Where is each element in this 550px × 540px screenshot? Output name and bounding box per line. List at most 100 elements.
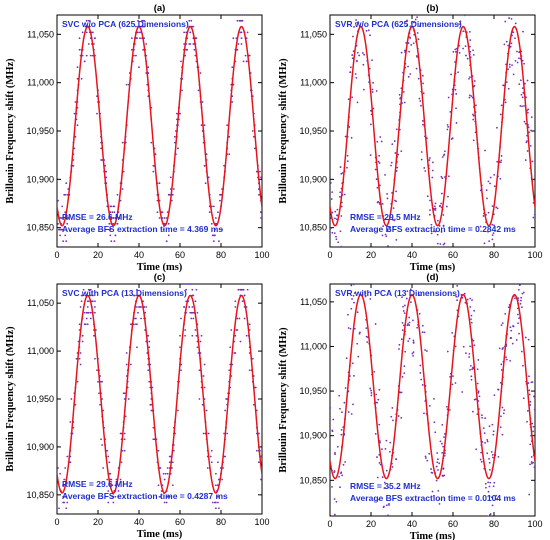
scatter-point — [492, 433, 495, 436]
scatter-point — [241, 300, 244, 303]
scatter-point — [437, 458, 439, 461]
scatter-point — [531, 160, 534, 163]
scatter-point — [212, 234, 215, 237]
scatter-point — [349, 327, 352, 330]
scatter-point — [428, 159, 431, 161]
scatter-point — [410, 44, 413, 46]
scatter-point — [505, 81, 508, 84]
scatter-point — [530, 116, 533, 119]
scatter-point — [74, 403, 77, 406]
scatter-point — [355, 19, 357, 21]
panel-title: SVC w/o PCA (625 Dimensions) — [62, 19, 189, 29]
scatter-point — [504, 312, 507, 315]
scatter-point — [381, 448, 383, 450]
scatter-point — [134, 317, 136, 320]
scatter-point — [201, 101, 204, 103]
scatter-point — [458, 51, 461, 54]
scatter-point — [428, 405, 431, 407]
scatter-point — [416, 278, 418, 280]
scatter-point — [403, 372, 406, 375]
scatter-point — [240, 37, 243, 40]
scatter-point — [346, 154, 349, 157]
scatter-point — [524, 336, 527, 339]
scatter-point — [438, 462, 441, 465]
scatter-point — [180, 317, 182, 320]
scatter-point — [426, 195, 429, 198]
scatter-point — [195, 288, 198, 291]
scatter-point — [504, 20, 507, 23]
scatter-point — [433, 421, 436, 424]
scatter-point — [347, 411, 350, 413]
scatter-point — [190, 19, 193, 22]
scatter-point — [372, 81, 374, 84]
scatter-point — [91, 294, 94, 297]
scatter-point — [145, 306, 148, 308]
scatter-point — [91, 300, 94, 303]
scatter-point — [210, 449, 213, 452]
scatter-point — [515, 1, 517, 3]
scatter-point — [112, 217, 115, 219]
scatter-point — [194, 329, 197, 331]
scatter-point — [371, 91, 374, 93]
scatter-point — [245, 334, 248, 337]
scatter-point — [472, 113, 474, 116]
scatter-point — [147, 369, 150, 372]
scatter-point — [473, 344, 476, 347]
scatter-point — [258, 432, 260, 435]
scatter-point — [183, 31, 186, 34]
scatter-point — [340, 428, 343, 431]
scatter-point — [522, 364, 524, 367]
scatter-point — [409, 275, 411, 277]
scatter-point — [195, 334, 198, 337]
scatter-point — [353, 292, 356, 294]
scatter-point — [392, 419, 394, 422]
scatter-point — [413, 21, 415, 24]
scatter-point — [339, 486, 341, 489]
scatter-point — [203, 363, 206, 366]
scatter-point — [89, 317, 92, 320]
scatter-point — [138, 8, 140, 10]
scatter-point — [521, 105, 523, 108]
scatter-point — [530, 455, 533, 458]
scatter-point — [346, 160, 349, 163]
scatter-point — [248, 369, 251, 372]
scatter-point — [486, 440, 489, 443]
scatter-point — [466, 298, 469, 301]
scatter-point — [528, 389, 531, 392]
scatter-point — [403, 101, 406, 104]
scatter-point — [423, 167, 426, 169]
scatter-point — [159, 495, 162, 498]
scatter-point — [500, 369, 503, 371]
scatter-point — [516, 222, 518, 224]
x-tick-label: 0 — [54, 517, 59, 527]
scatter-point — [113, 205, 116, 208]
scatter-point — [402, 91, 405, 93]
scatter-point — [501, 406, 504, 409]
scatter-point — [98, 392, 100, 395]
scatter-point — [390, 518, 392, 520]
scatter-point — [526, 409, 529, 412]
scatter-point — [240, 31, 243, 34]
scatter-point — [110, 478, 113, 481]
scatter-point — [79, 352, 82, 354]
scatter-point — [234, 334, 237, 337]
scatter-point — [76, 66, 79, 69]
scatter-point — [157, 484, 160, 487]
x-tick-label: 60 — [448, 250, 458, 260]
scatter-point — [419, 100, 422, 102]
scatter-point — [513, 279, 515, 281]
scatter-point — [408, 337, 411, 340]
scatter-point — [362, 63, 365, 66]
scatter-point — [405, 20, 408, 23]
scatter-point — [246, 31, 249, 34]
scatter-point — [511, 273, 513, 275]
scatter-point — [418, 282, 420, 284]
scatter-point — [241, 15, 244, 16]
scatter-point — [505, 356, 507, 359]
scatter-point — [488, 240, 491, 243]
scatter-point — [101, 380, 103, 383]
scatter-point — [519, 302, 522, 305]
scatter-point — [333, 498, 336, 500]
scatter-point — [516, 270, 518, 272]
scatter-point — [335, 235, 337, 238]
